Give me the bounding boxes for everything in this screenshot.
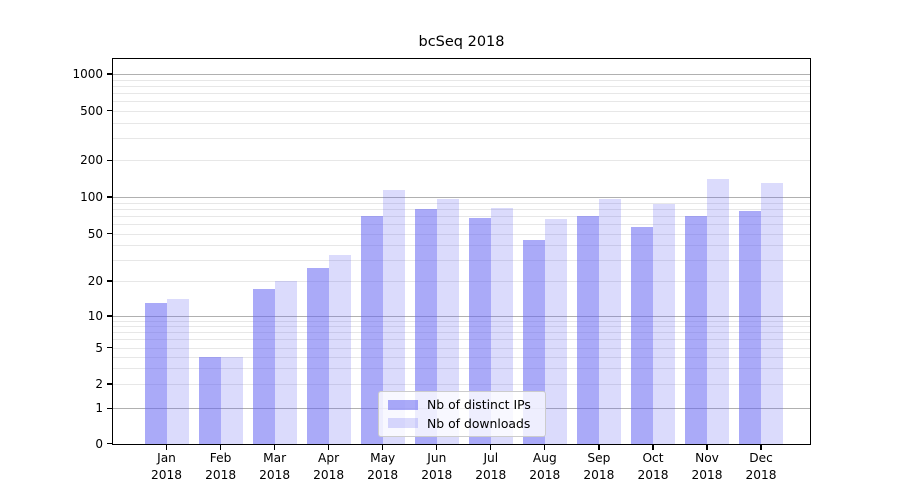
x-tick-label: Jan 2018 (150, 451, 183, 482)
bar-distinct-ips-mar (253, 289, 275, 444)
y-tick-label: 0 (95, 436, 103, 451)
bar-downloads-aug (545, 219, 567, 444)
gridline-major (113, 197, 810, 198)
x-tick-label: Oct 2018 (637, 451, 669, 482)
y-tick-mark (107, 110, 112, 112)
bar-downloads-oct (653, 203, 675, 444)
bar-distinct-ips-may (361, 215, 383, 444)
bar-downloads-may (383, 189, 405, 444)
gridline-minor (113, 138, 810, 140)
gridline-minor (113, 110, 810, 112)
chart-title: bcSeq 2018 (418, 34, 505, 50)
bar-downloads-mar (275, 281, 297, 444)
x-tick-label: Apr 2018 (313, 451, 345, 482)
bar-downloads-dec (761, 183, 783, 444)
y-tick-mark (107, 347, 112, 349)
y-tick-mark (107, 196, 112, 198)
x-tick-mark (706, 445, 708, 450)
y-tick-mark (107, 159, 112, 161)
y-tick-label: 1000 (72, 67, 103, 81)
bar-distinct-ips-sep (577, 215, 599, 444)
bar-distinct-ips-dec (739, 210, 761, 444)
x-tick-label: Aug 2018 (529, 451, 561, 482)
bar-downloads-jun (437, 198, 459, 444)
x-tick-mark (165, 445, 168, 450)
y-tick-mark (107, 407, 112, 409)
x-tick-mark (382, 445, 384, 450)
gridline-minor (113, 85, 810, 87)
y-tick-label: 5 (95, 340, 103, 355)
gridline-minor (113, 92, 810, 94)
legend-label-distinct-ips: Nb of distinct IPs (427, 397, 531, 413)
bar-downloads-apr (329, 255, 351, 444)
bar-downloads-feb (221, 356, 243, 444)
x-tick-label: Nov 2018 (691, 451, 723, 482)
y-tick-mark (107, 280, 112, 282)
bar-downloads-jan (167, 299, 189, 444)
x-tick-mark (760, 445, 762, 450)
x-tick-mark (220, 445, 222, 450)
legend-item-downloads: Nb of downloads (388, 416, 536, 431)
bar-downloads-sep (599, 198, 621, 444)
y-tick-mark (107, 73, 112, 75)
y-tick-mark (107, 233, 112, 235)
gridline-minor (113, 79, 810, 81)
y-tick-label: 500 (80, 103, 103, 118)
bar-distinct-ips-oct (631, 226, 653, 444)
x-tick-label: Dec 2018 (745, 451, 777, 482)
gridline-minor (113, 202, 810, 204)
x-tick-label: May 2018 (367, 451, 399, 482)
gridline-minor (113, 208, 810, 210)
y-tick-label: 2 (95, 377, 103, 391)
x-tick-mark (328, 445, 330, 450)
x-tick-mark (544, 445, 546, 450)
legend-label-downloads: Nb of downloads (427, 415, 531, 431)
y-tick-label: 200 (80, 153, 103, 168)
legend-item-distinct-ips: Nb of distinct IPs (388, 397, 536, 412)
gridline-major (113, 74, 810, 75)
x-tick-mark (598, 445, 600, 450)
y-tick-label: 1 (95, 401, 103, 416)
y-tick-label: 50 (87, 226, 103, 241)
y-tick-mark (107, 383, 112, 385)
bar-distinct-ips-nov (685, 215, 707, 444)
x-tick-mark (274, 445, 276, 450)
legend: Nb of distinct IPs Nb of downloads (378, 391, 546, 437)
x-tick-mark (436, 445, 438, 450)
x-tick-mark (490, 445, 492, 450)
x-tick-label: Sep 2018 (583, 451, 615, 482)
x-tick-label: Feb 2018 (205, 451, 237, 482)
bar-distinct-ips-jun (415, 208, 437, 444)
bar-distinct-ips-jan (145, 302, 167, 444)
y-tick-label: 20 (87, 274, 103, 288)
gridline-minor (113, 160, 810, 162)
bar-distinct-ips-feb (199, 356, 221, 444)
x-tick-label: Mar 2018 (259, 451, 291, 482)
bar-distinct-ips-jul (469, 218, 491, 444)
x-tick-label: Jun 2018 (421, 451, 453, 482)
bar-downloads-nov (707, 179, 729, 444)
y-tick-mark (107, 315, 112, 317)
x-tick-mark (652, 445, 654, 450)
y-tick-label: 100 (80, 190, 103, 204)
gridline-minor (113, 122, 810, 124)
legend-swatch-downloads (388, 418, 418, 429)
bar-distinct-ips-apr (307, 267, 329, 444)
gridline-minor (113, 101, 810, 102)
legend-swatch-distinct-ips (388, 399, 418, 410)
bar-downloads-jul (491, 208, 513, 444)
y-tick-mark (107, 442, 112, 445)
x-tick-label: Jul 2018 (475, 451, 507, 482)
y-tick-label: 10 (87, 309, 103, 323)
